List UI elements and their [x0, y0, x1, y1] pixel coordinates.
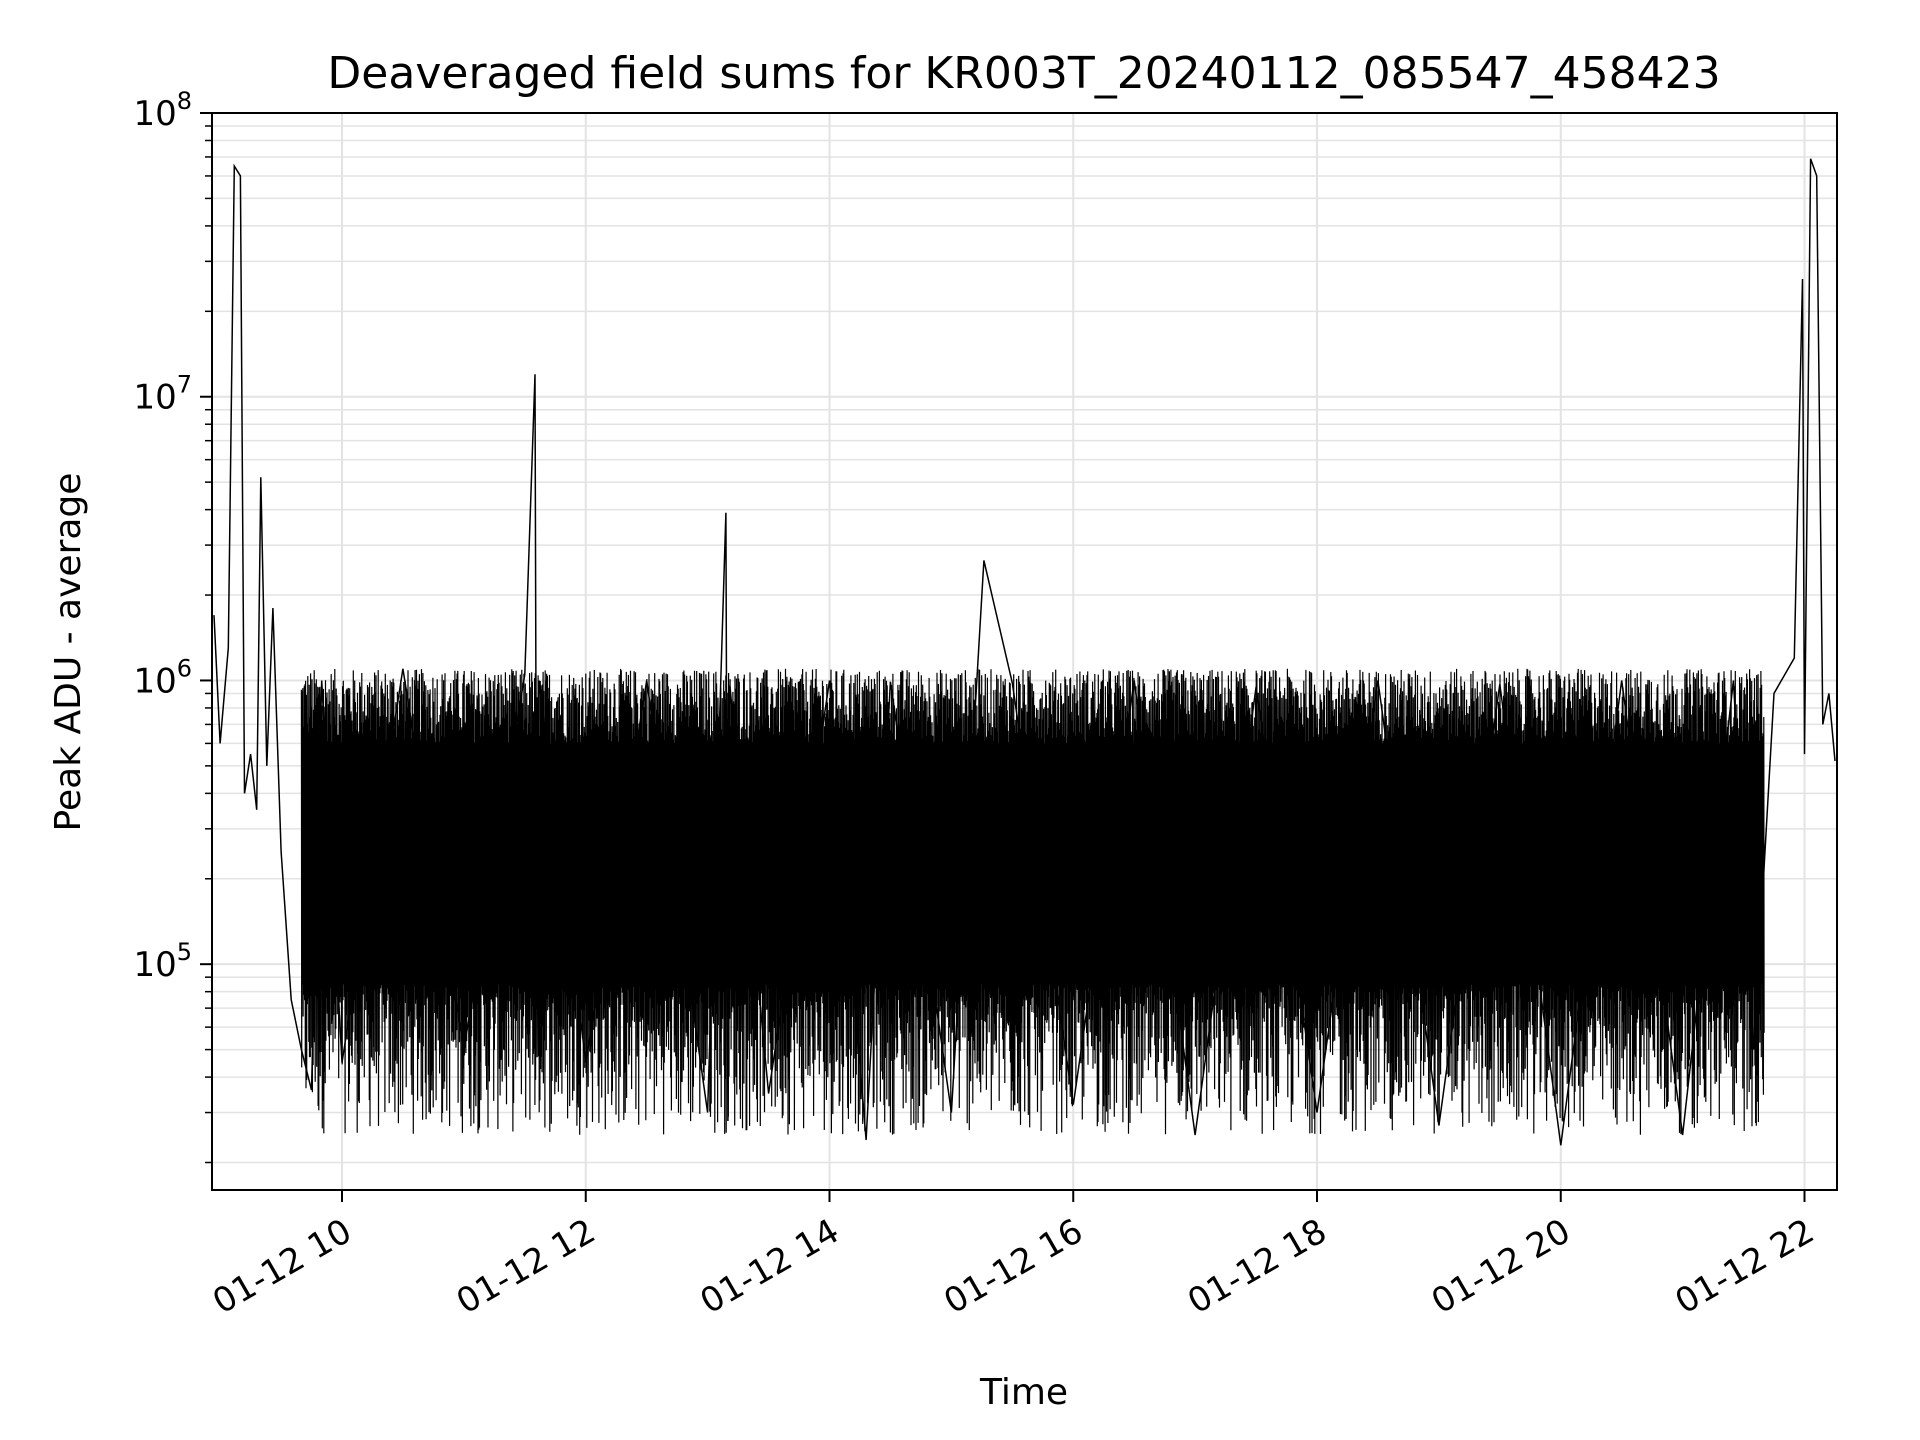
y-tick-label: 106 — [133, 654, 192, 701]
y-tick-base: 10 — [133, 661, 176, 701]
y-tick-base: 10 — [133, 945, 176, 985]
y-tick-label: 107 — [133, 371, 192, 418]
y-tick-exponent: 8 — [177, 87, 192, 115]
y-tick-label: 105 — [133, 938, 192, 985]
y-axis-label: Peak ADU - average — [48, 473, 89, 832]
y-tick-label: 108 — [133, 87, 192, 134]
y-tick-base: 10 — [133, 378, 176, 418]
data-trace — [213, 158, 1836, 1146]
data-line-dense — [300, 668, 1765, 1135]
y-tick-exponent: 5 — [177, 938, 192, 966]
y-tick-base: 10 — [133, 94, 176, 134]
x-axis-label: Time — [979, 1372, 1068, 1413]
chart-title: Deaveraged field sums for KR003T_2024011… — [327, 48, 1720, 99]
y-tick-exponent: 7 — [177, 371, 192, 399]
y-tick-exponent: 6 — [177, 654, 192, 682]
plot-frame — [211, 112, 1838, 1191]
